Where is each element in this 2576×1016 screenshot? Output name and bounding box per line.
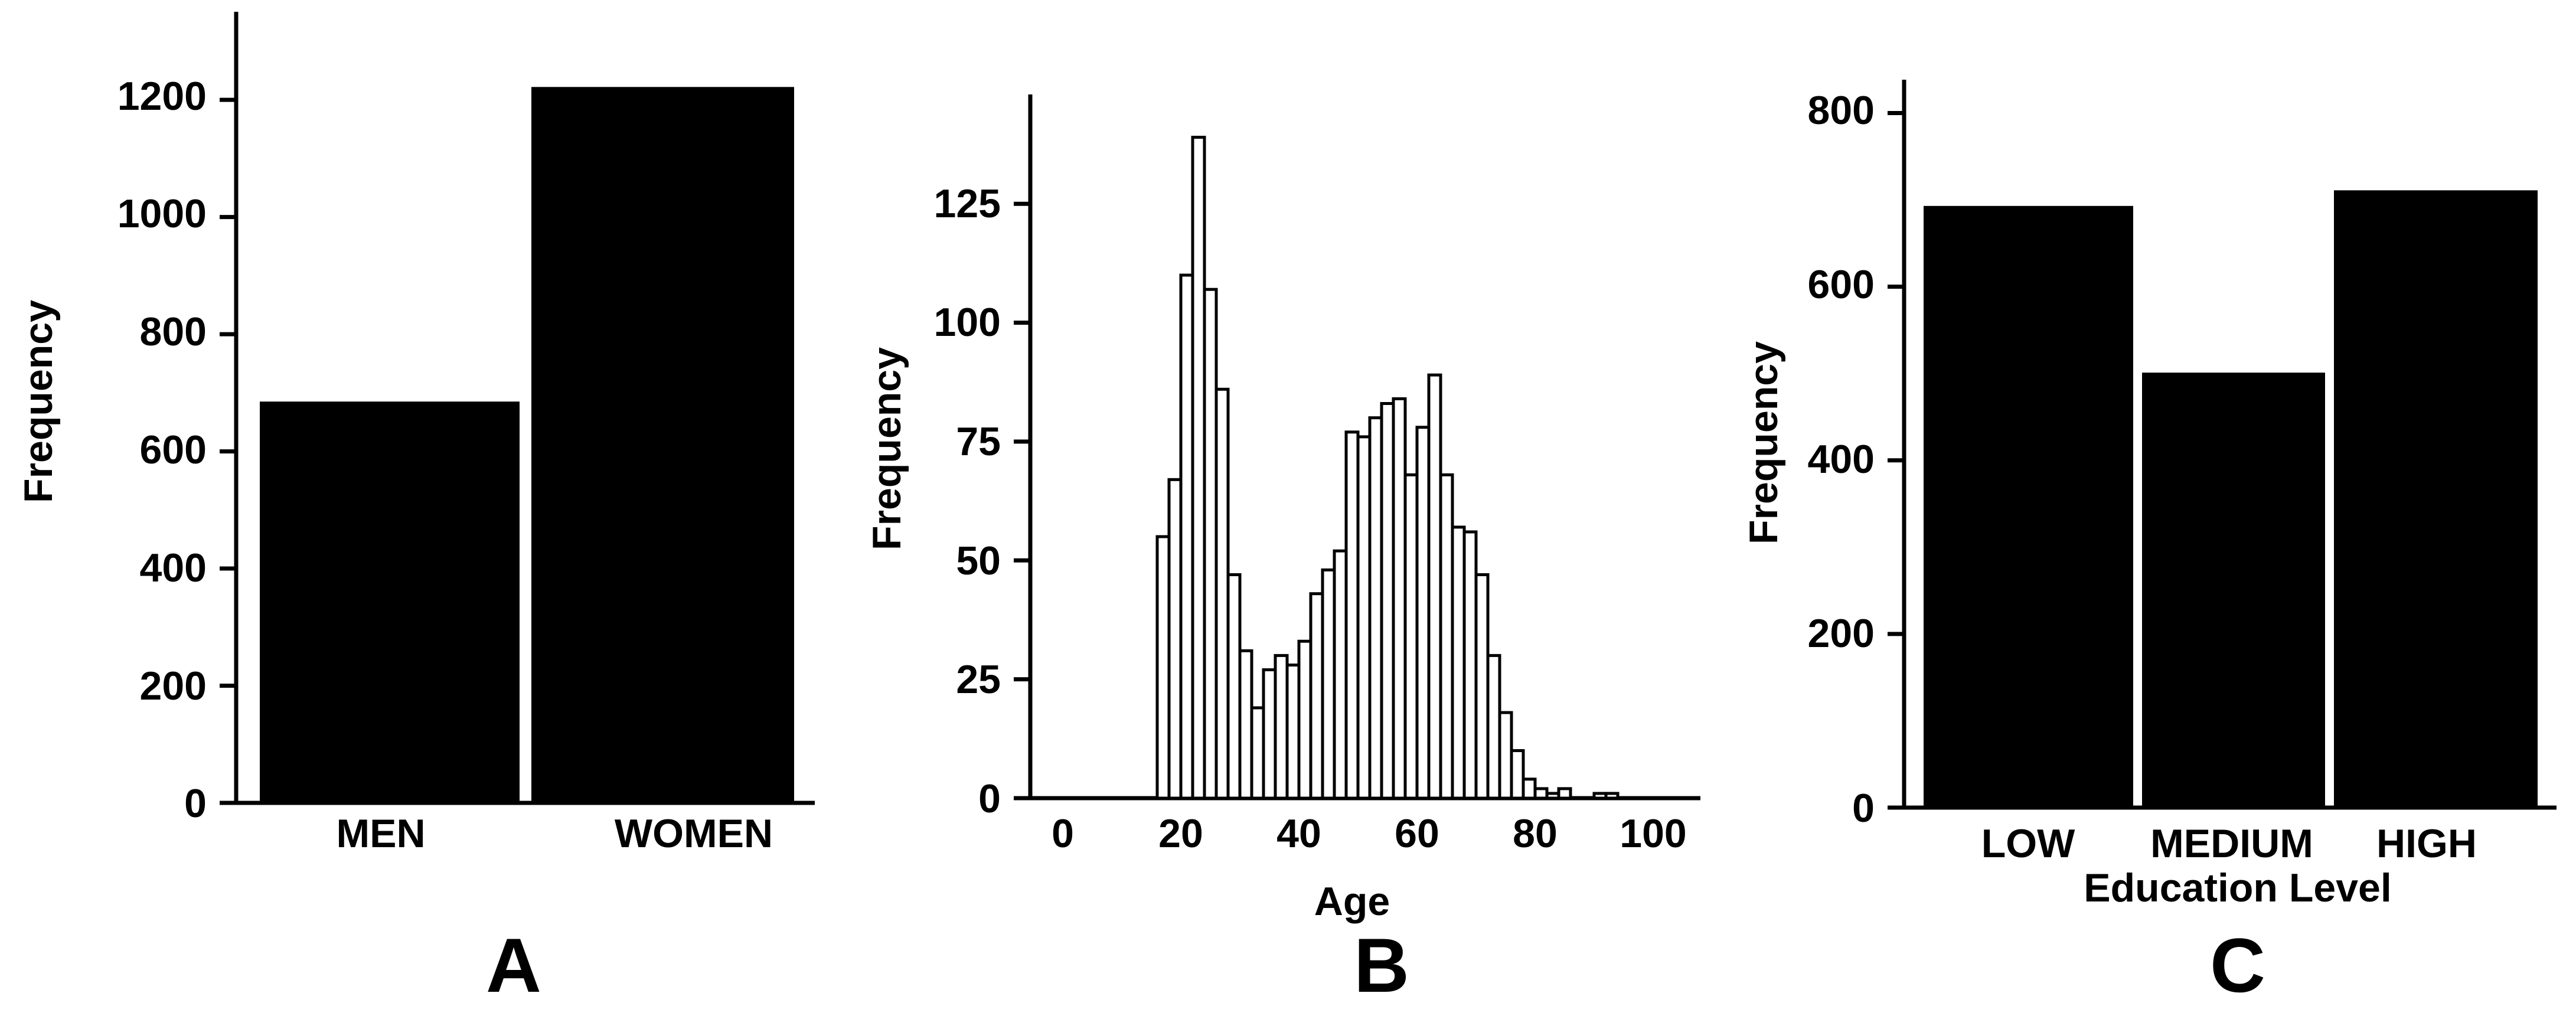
chart-c-bar bbox=[2142, 373, 2325, 808]
chart-b-bar bbox=[1533, 787, 1549, 800]
chart-b-bar bbox=[1415, 426, 1431, 800]
chart-b-x-axis-label: Age bbox=[1314, 879, 1390, 924]
chart-a-panel-label: A bbox=[486, 922, 541, 1008]
chart-a-y-axis-label: Frequency bbox=[16, 300, 61, 503]
chart-b-y-axis-label: Frequency bbox=[864, 347, 909, 550]
chart-b-bar bbox=[1451, 525, 1466, 800]
chart-b-bar bbox=[1380, 402, 1395, 800]
chart-b-x-tick: 80 bbox=[1513, 811, 1558, 856]
chart-b-bar bbox=[1238, 649, 1253, 800]
chart-b-x-tick: 40 bbox=[1276, 811, 1321, 856]
chart-b-panel-label: B bbox=[1354, 922, 1409, 1008]
chart-c-x-axis-label: Education Level bbox=[2084, 865, 2391, 910]
chart-a-y-tick: 0 bbox=[184, 781, 207, 826]
chart-b-bar bbox=[1333, 549, 1348, 800]
chart-c-y-tick: 400 bbox=[1808, 437, 1875, 482]
chart-c-y-tick: 0 bbox=[1852, 786, 1875, 831]
chart-b-bar bbox=[1392, 397, 1407, 800]
chart-b-bar bbox=[1474, 573, 1490, 800]
chart-b-bar bbox=[1191, 135, 1206, 800]
chart-a-y-tick: 600 bbox=[140, 427, 207, 472]
chart-b-bar bbox=[1274, 654, 1289, 800]
chart-a-category-label: MEN bbox=[336, 811, 425, 856]
chart-a-category-label: WOMEN bbox=[615, 811, 773, 856]
chart-c-category-label: HIGH bbox=[2376, 821, 2477, 866]
chart-b-bar bbox=[1522, 777, 1537, 800]
chart-b-x-tick: 100 bbox=[1620, 811, 1686, 856]
chart-c: 0 200 400 600 800 LOW MEDIUM HIGH Educat… bbox=[1741, 80, 2557, 1008]
chart-b: 0 25 50 75 100 125 0 20 40 60 80 100 Age… bbox=[864, 94, 1700, 1008]
chart-a-y-tick: 800 bbox=[140, 309, 207, 354]
chart-b-bar bbox=[1321, 568, 1336, 800]
chart-b-x-tick: 60 bbox=[1395, 811, 1439, 856]
chart-b-bar bbox=[1557, 787, 1572, 800]
chart-b-bar bbox=[1356, 435, 1372, 800]
chart-b-bar bbox=[1155, 535, 1171, 800]
chart-c-category-label: LOW bbox=[1981, 821, 2075, 866]
chart-a-y-tick: 1000 bbox=[117, 191, 207, 236]
chart-a-y-tick: 400 bbox=[140, 545, 207, 590]
chart-b-bar bbox=[1250, 706, 1265, 800]
chart-b-y-tick: 100 bbox=[934, 300, 1001, 345]
chart-b-bar bbox=[1309, 592, 1324, 800]
chart-b-bar bbox=[1297, 639, 1313, 800]
chart-b-bar bbox=[1203, 288, 1218, 800]
chart-c-bar bbox=[1924, 205, 2133, 808]
chart-b-bar bbox=[1486, 654, 1501, 800]
chart-b-bar bbox=[1368, 416, 1383, 800]
chart-b-y-tick: 25 bbox=[956, 657, 1001, 702]
chart-b-y-tick: 50 bbox=[956, 538, 1001, 583]
chart-b-bar bbox=[1427, 373, 1442, 800]
chart-b-y-tick: 75 bbox=[956, 419, 1001, 464]
chart-b-bar bbox=[1262, 668, 1277, 800]
chart-b-bar bbox=[1510, 749, 1525, 800]
chart-b-bar bbox=[1403, 473, 1419, 800]
chart-b-bar bbox=[1179, 273, 1194, 800]
chart-b-bar bbox=[1344, 430, 1360, 800]
chart-b-y-tick: 125 bbox=[934, 181, 1001, 226]
chart-c-category-label: MEDIUM bbox=[2150, 821, 2313, 866]
chart-c-y-tick: 600 bbox=[1808, 262, 1875, 307]
chart-b-bar bbox=[1498, 711, 1513, 800]
chart-a-bar bbox=[260, 401, 520, 803]
chart-b-bar bbox=[1545, 792, 1560, 800]
chart-b-bar bbox=[1592, 792, 1608, 800]
chart-c-bar bbox=[2334, 190, 2538, 808]
chart-b-bar bbox=[1439, 473, 1454, 800]
chart-b-bar bbox=[1604, 792, 1620, 800]
chart-c-panel-label: C bbox=[2210, 922, 2265, 1008]
chart-a: 0 200 400 600 800 1000 1200 MEN WOMEN Fr… bbox=[16, 12, 815, 1008]
chart-b-bar bbox=[1214, 387, 1230, 800]
chart-b-bar bbox=[1226, 573, 1242, 800]
chart-a-y-tick: 200 bbox=[140, 664, 207, 708]
chart-b-x-tick: 0 bbox=[1052, 811, 1074, 856]
chart-b-bar bbox=[1285, 663, 1301, 800]
chart-c-y-axis-label: Frequency bbox=[1741, 341, 1786, 544]
chart-b-y-tick: 0 bbox=[978, 776, 1001, 821]
chart-a-bar bbox=[531, 87, 794, 803]
chart-b-x-tick: 20 bbox=[1158, 811, 1203, 856]
chart-b-bar bbox=[1167, 478, 1183, 800]
chart-c-y-tick: 800 bbox=[1808, 88, 1875, 133]
chart-c-y-tick: 200 bbox=[1808, 611, 1875, 656]
chart-b-bar bbox=[1462, 530, 1478, 800]
chart-a-y-tick: 1200 bbox=[117, 74, 207, 119]
